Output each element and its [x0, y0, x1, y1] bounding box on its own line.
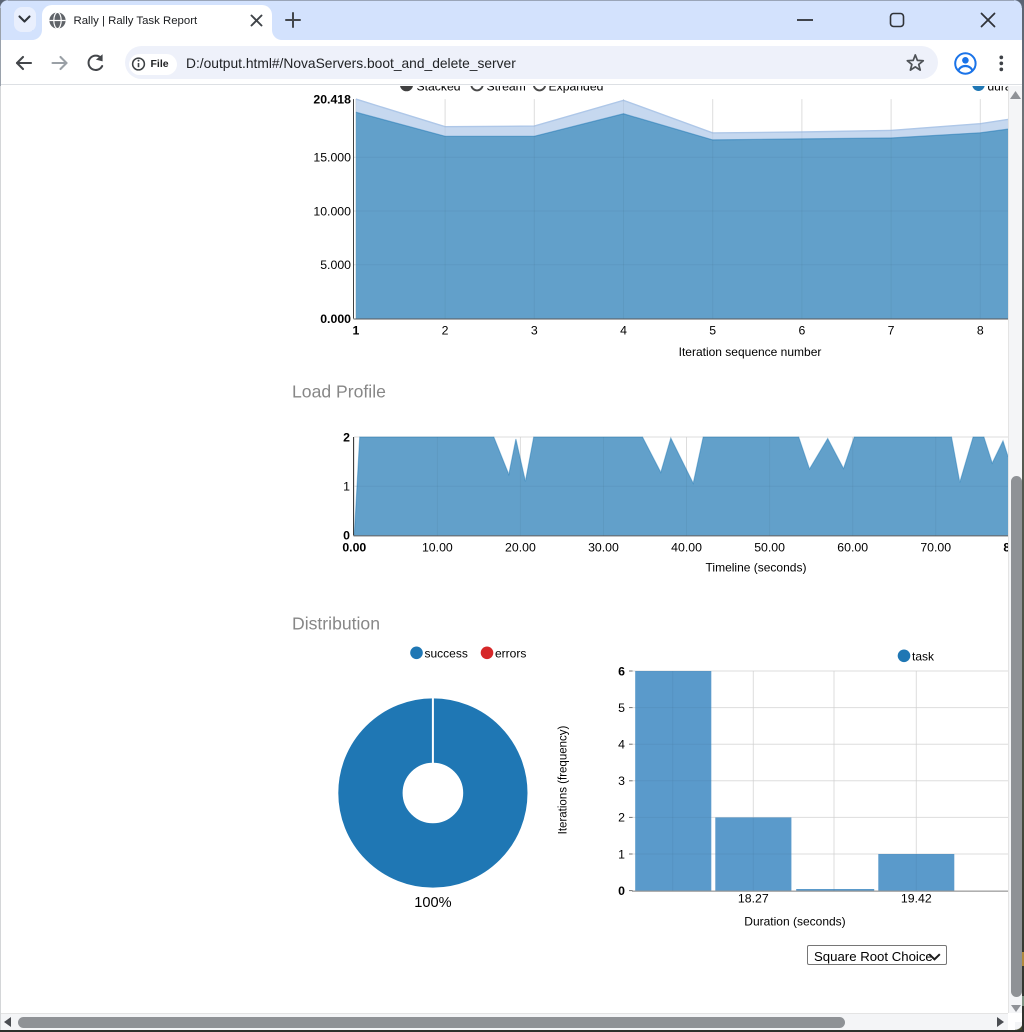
- svg-text:15.000: 15.000: [313, 151, 351, 165]
- svg-text:errors: errors: [495, 646, 526, 660]
- svg-text:0.000: 0.000: [320, 312, 351, 326]
- svg-text:0: 0: [343, 529, 350, 543]
- svg-text:4: 4: [618, 738, 625, 752]
- svg-text:1: 1: [618, 847, 625, 861]
- svg-text:0: 0: [618, 884, 625, 898]
- svg-text:50.00: 50.00: [754, 541, 785, 555]
- svg-text:7: 7: [888, 324, 895, 338]
- svg-text:5.000: 5.000: [320, 258, 351, 272]
- svg-text:1: 1: [352, 324, 359, 338]
- svg-text:duration (s): duration (s): [988, 86, 1024, 94]
- svg-text:Stream: Stream: [487, 86, 526, 94]
- svg-text:2: 2: [618, 811, 625, 825]
- svg-text:10.000: 10.000: [313, 204, 351, 218]
- svg-text:Iteration sequence number: Iteration sequence number: [679, 345, 822, 359]
- svg-text:20.00: 20.00: [505, 541, 536, 555]
- svg-text:19.42: 19.42: [901, 892, 932, 906]
- svg-text:3: 3: [531, 324, 538, 338]
- svg-text:Distribution: Distribution: [292, 614, 380, 634]
- svg-text:100%: 100%: [414, 895, 451, 911]
- svg-text:Load Profile: Load Profile: [292, 382, 386, 402]
- svg-text:5: 5: [618, 701, 625, 715]
- svg-text:20.418: 20.418: [313, 92, 351, 106]
- svg-text:60.00: 60.00: [837, 541, 868, 555]
- svg-text:2: 2: [343, 430, 350, 444]
- svg-text:30.00: 30.00: [588, 541, 619, 555]
- svg-text:4: 4: [620, 324, 627, 338]
- svg-text:6: 6: [798, 324, 805, 338]
- svg-text:Duration (seconds): Duration (seconds): [744, 915, 845, 929]
- svg-text:8: 8: [977, 324, 984, 338]
- svg-text:6: 6: [618, 664, 625, 678]
- svg-text:success: success: [425, 646, 468, 660]
- svg-text:18.27: 18.27: [738, 892, 769, 906]
- svg-text:40.00: 40.00: [671, 541, 702, 555]
- svg-text:Iterations (frequency): Iterations (frequency): [558, 726, 570, 835]
- svg-text:5: 5: [709, 324, 716, 338]
- svg-text:70.00: 70.00: [920, 541, 951, 555]
- svg-text:task: task: [912, 649, 935, 663]
- svg-text:2: 2: [442, 324, 449, 338]
- svg-text:Stacked: Stacked: [417, 86, 461, 94]
- svg-text:10.00: 10.00: [422, 541, 453, 555]
- svg-text:1: 1: [343, 480, 350, 494]
- svg-text:Timeline (seconds): Timeline (seconds): [706, 561, 807, 575]
- svg-text:Expanded: Expanded: [549, 86, 604, 94]
- svg-text:0.00: 0.00: [342, 541, 366, 555]
- svg-text:3: 3: [618, 774, 625, 788]
